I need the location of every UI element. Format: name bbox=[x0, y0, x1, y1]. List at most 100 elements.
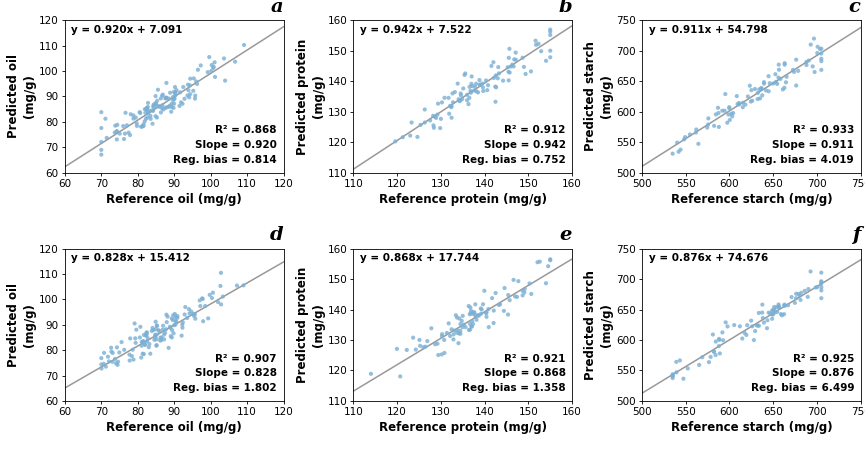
Point bbox=[766, 307, 779, 314]
Point bbox=[442, 320, 456, 327]
Point bbox=[775, 312, 789, 319]
Point bbox=[465, 318, 479, 325]
Point bbox=[511, 278, 525, 285]
Point bbox=[760, 325, 774, 332]
Point bbox=[740, 331, 753, 338]
Point bbox=[159, 79, 173, 87]
Text: R² = 0.868
Slope = 0.920
Reg. bias = 0.814: R² = 0.868 Slope = 0.920 Reg. bias = 0.8… bbox=[173, 125, 277, 165]
Point bbox=[745, 87, 759, 94]
Point bbox=[149, 92, 163, 100]
Point bbox=[194, 62, 208, 69]
Point bbox=[815, 269, 829, 276]
Point bbox=[533, 258, 547, 265]
Point bbox=[453, 97, 467, 104]
Point bbox=[130, 120, 144, 127]
Point bbox=[140, 331, 154, 338]
Point bbox=[753, 86, 766, 93]
Point bbox=[482, 305, 496, 313]
Point bbox=[539, 57, 553, 64]
Point bbox=[755, 301, 769, 308]
Point bbox=[99, 363, 112, 370]
Point bbox=[804, 41, 817, 48]
Point bbox=[176, 321, 189, 328]
Point bbox=[712, 109, 726, 116]
Point bbox=[672, 148, 686, 155]
Point bbox=[770, 80, 784, 87]
Point bbox=[479, 309, 493, 317]
Point bbox=[176, 83, 190, 91]
Point bbox=[184, 308, 198, 315]
Point bbox=[168, 92, 182, 99]
Point bbox=[139, 329, 153, 337]
Point bbox=[117, 135, 131, 143]
Point bbox=[181, 81, 195, 88]
Point bbox=[101, 353, 115, 360]
Point bbox=[163, 102, 176, 109]
Point bbox=[205, 294, 219, 302]
Point bbox=[405, 119, 419, 126]
Point bbox=[753, 95, 767, 102]
Point bbox=[126, 356, 140, 363]
Point bbox=[814, 280, 828, 288]
Point bbox=[418, 119, 432, 126]
Point bbox=[446, 99, 460, 106]
Point bbox=[218, 77, 232, 84]
Point bbox=[769, 78, 783, 86]
Point bbox=[712, 123, 726, 130]
Point bbox=[133, 334, 147, 341]
Point bbox=[519, 70, 533, 77]
Point bbox=[147, 336, 161, 343]
Point bbox=[788, 299, 802, 307]
Point bbox=[125, 346, 139, 353]
Point bbox=[465, 323, 478, 330]
Point bbox=[396, 134, 410, 141]
Point bbox=[719, 91, 733, 98]
Point bbox=[215, 301, 228, 308]
Point bbox=[757, 80, 771, 87]
Point bbox=[146, 102, 160, 110]
Point bbox=[403, 132, 417, 139]
Point bbox=[188, 95, 202, 102]
Point bbox=[169, 88, 183, 96]
Text: R² = 0.921
Slope = 0.868
Reg. bias = 1.358: R² = 0.921 Slope = 0.868 Reg. bias = 1.3… bbox=[462, 354, 566, 393]
Point bbox=[470, 88, 484, 95]
Point bbox=[721, 111, 735, 118]
Point bbox=[503, 297, 516, 304]
Point bbox=[469, 313, 483, 320]
Point bbox=[704, 353, 718, 361]
Point bbox=[125, 352, 138, 360]
Point bbox=[497, 284, 511, 292]
Point bbox=[162, 103, 176, 111]
Point bbox=[186, 87, 200, 94]
Point bbox=[715, 107, 729, 114]
Point bbox=[492, 70, 506, 77]
Point bbox=[183, 75, 197, 82]
Point bbox=[145, 120, 159, 127]
Point bbox=[163, 89, 177, 96]
Point bbox=[767, 309, 781, 316]
Point bbox=[110, 128, 124, 135]
Point bbox=[802, 285, 816, 293]
Point bbox=[458, 71, 471, 78]
Point bbox=[724, 110, 738, 117]
Point bbox=[154, 334, 168, 341]
Point bbox=[505, 61, 519, 68]
Point bbox=[150, 331, 163, 338]
Point bbox=[149, 102, 163, 109]
Point bbox=[426, 122, 440, 129]
Point bbox=[170, 313, 184, 320]
Point bbox=[503, 45, 516, 53]
Point bbox=[741, 93, 755, 100]
Point bbox=[159, 311, 173, 318]
Point bbox=[711, 104, 725, 111]
Point bbox=[156, 326, 170, 333]
Point bbox=[807, 35, 821, 42]
Point bbox=[137, 331, 151, 338]
Point bbox=[394, 373, 407, 380]
Point bbox=[727, 110, 740, 117]
Point bbox=[502, 77, 516, 84]
Point bbox=[431, 340, 445, 347]
Point bbox=[497, 77, 510, 84]
Point bbox=[440, 329, 454, 337]
Point bbox=[471, 312, 485, 319]
